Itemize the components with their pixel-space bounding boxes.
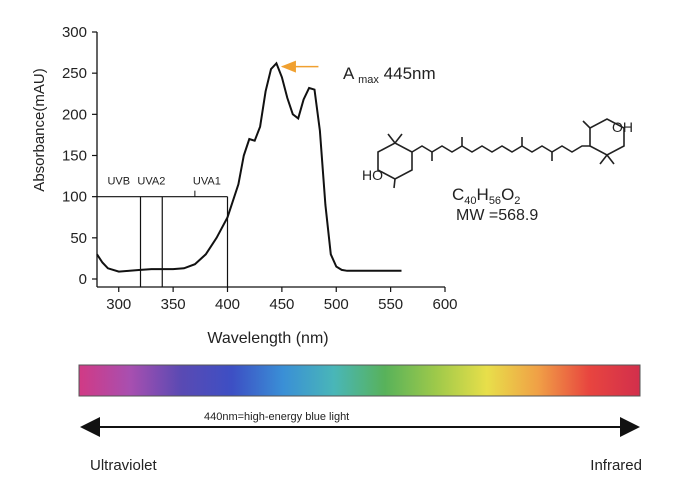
uv-band-markers: UVB UVA2 UVA1 — [97, 176, 229, 287]
y-tick-label: 150 — [62, 148, 87, 165]
y-tick-label: 200 — [62, 106, 87, 123]
y-axis-label: Absorbance(mAU) — [31, 68, 48, 191]
molecule-ho-label: HO — [362, 167, 383, 183]
x-tick-label: 550 — [378, 296, 403, 313]
x-axis-ticks: 300 350 400 450 500 550 600 — [106, 287, 458, 313]
molecular-weight: MW =568.9 — [456, 207, 538, 224]
y-tick-label: 100 — [62, 189, 87, 206]
y-tick-label: 300 — [62, 24, 87, 41]
uv-band-label: UVA2 — [137, 176, 165, 188]
molecule-oh-label: OH — [612, 119, 633, 135]
infrared-label: Infrared — [590, 457, 642, 474]
molecule-structure — [377, 118, 625, 189]
absorbance-curve — [96, 61, 402, 273]
x-tick-label: 500 — [324, 296, 349, 313]
y-tick-label: 0 — [79, 271, 87, 288]
y-axis-ticks: 0 50 100 150 200 250 300 — [62, 24, 97, 288]
x-axis-label: Wavelength (nm) — [207, 330, 328, 347]
spectrum-bar — [78, 364, 641, 397]
x-tick-label: 350 — [161, 296, 186, 313]
uv-band-label: UVB — [107, 176, 130, 188]
x-tick-label: 400 — [215, 296, 240, 313]
ultraviolet-label: Ultraviolet — [90, 457, 158, 474]
uv-band-label: UVA1 — [193, 176, 221, 188]
y-tick-label: 50 — [70, 230, 87, 247]
chart-axes — [96, 32, 445, 288]
spectrum-caption: 440nm=high-energy blue light — [204, 411, 349, 423]
peak-annotation: A max 445nm — [343, 64, 436, 87]
x-tick-label: 450 — [269, 296, 294, 313]
molecular-formula: C40H56O2 — [452, 185, 520, 207]
y-tick-label: 250 — [62, 65, 87, 82]
x-tick-label: 300 — [106, 296, 131, 313]
x-tick-label: 600 — [432, 296, 457, 313]
